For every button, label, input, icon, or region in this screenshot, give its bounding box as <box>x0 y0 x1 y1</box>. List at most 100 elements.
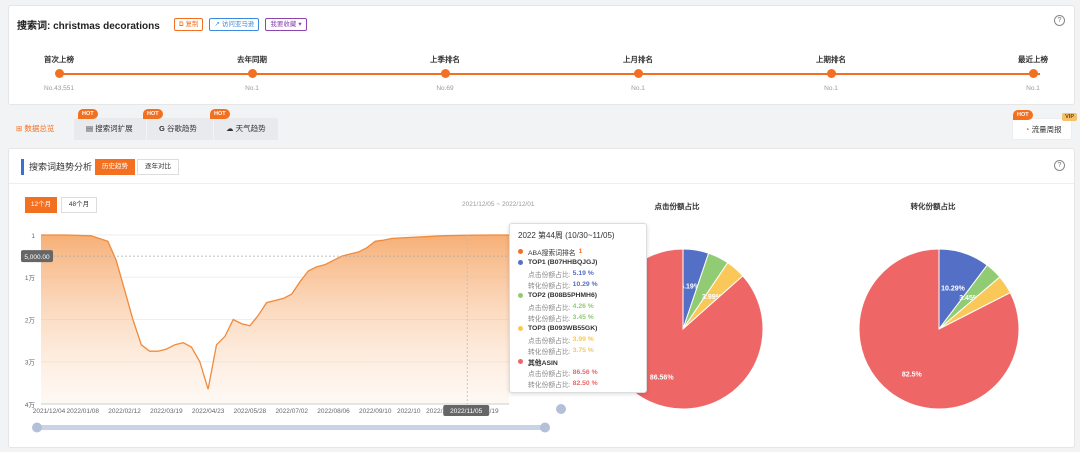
hot-badge: HOT <box>78 109 98 119</box>
y-tick-label: 1 <box>31 233 35 240</box>
legend-dot <box>518 293 523 298</box>
y-tick-label: 1万 <box>25 274 36 282</box>
history-trend-button[interactable]: 历史趋势 <box>95 159 135 175</box>
x-tick-label: 1/19 <box>486 408 499 415</box>
tooltip-conversion-share: 转化份额占比: 3.75 % <box>528 347 594 356</box>
copy-button[interactable]: ⧉ 复制 <box>173 17 204 31</box>
hot-badge: HOT <box>1013 110 1033 120</box>
timeline-dot[interactable] <box>248 69 257 78</box>
rank-area-fill <box>41 235 509 404</box>
tooltip-asin-block: 其他ASIN 点击份额占比: 86.56 % 转化份额占比: 82.50 % <box>518 356 638 389</box>
scroll-handle[interactable] <box>556 404 566 414</box>
cloud-icon: ☁ <box>226 124 234 133</box>
tab-traffic-weekly[interactable]: HOT VIP ◔ 流量周报 <box>1012 110 1077 140</box>
section-title: 搜索词趋势分析 <box>29 162 93 172</box>
help-icon[interactable]: ? <box>1054 160 1065 171</box>
timeline-dot[interactable] <box>1029 69 1038 78</box>
grid-icon: ⊞ <box>16 124 23 133</box>
y-tick-label: 2万 <box>25 316 36 324</box>
tooltip-asin-row: TOP2 (B08B5PHMH6) <box>518 290 638 301</box>
legend-dot <box>518 326 523 331</box>
timeline-dot[interactable] <box>441 69 450 78</box>
timeline-label: 上期排名 <box>816 55 846 64</box>
rank-line <box>41 234 509 390</box>
tooltip-conversion-share: 转化份额占比: 82.50 % <box>528 380 598 389</box>
legend-dot <box>518 249 523 254</box>
search-term-title: 搜索词: christmas decorations <box>17 20 160 32</box>
timeline-label: 上季排名 <box>430 55 460 64</box>
x-tick-label: 2022/09/10 <box>359 408 392 415</box>
tooltip-asin-block: TOP2 (B08B5PHMH6) 点击份额占比: 4.26 % 转化份额占比: 3.4… <box>518 290 638 323</box>
tab-data-overview[interactable]: ⊞ 数据总览 <box>16 124 55 133</box>
y-tick-label: 3万 <box>25 359 36 367</box>
range-12m-button[interactable]: 12个月 <box>25 197 57 213</box>
search-header: 搜索词: christmas decorations ⧉ 复制 ↗ 访问亚马逊 … <box>17 16 307 32</box>
x-hover-badge-text: 2022/11/05 <box>450 408 482 415</box>
chart-tooltip: 2022 第44周 (10/30~11/05) ABA搜索词排名 1 TOP1 … <box>509 223 647 393</box>
tab-keyword-expand[interactable]: HOT ▤ 搜索词扩展 <box>74 109 146 140</box>
click-share-label: 5.19% <box>680 284 701 291</box>
timeline-value: No.1 <box>1026 85 1040 92</box>
timeline-label: 最近上榜 <box>1018 55 1048 64</box>
range-48m-button[interactable]: 48个月 <box>61 197 97 213</box>
tooltip-conversion-share: 转化份额占比: 3.45 % <box>528 314 594 323</box>
timeline-dot[interactable] <box>55 69 64 78</box>
zoom-slider-handle-left[interactable] <box>32 422 42 433</box>
help-icon[interactable]: ? <box>1054 15 1065 26</box>
x-tick-label: 2022/07/02 <box>275 408 308 415</box>
vip-badge: VIP <box>1062 113 1077 121</box>
section-accent-bar <box>21 159 24 175</box>
timeline-dot[interactable] <box>634 69 643 78</box>
tooltip-click-share: 点击份额占比: 5.19 % <box>528 270 594 279</box>
timeline-value: No.69 <box>436 85 454 92</box>
tooltip-asin-row: TOP1 (B07HHBQJGJ) <box>518 257 638 268</box>
conversion-share-label: 82.5% <box>902 371 923 378</box>
y-tick-label: 4万 <box>25 401 36 409</box>
tooltip-asin-row: 其他ASIN <box>518 356 638 367</box>
timeline-value: No.43,551 <box>44 85 74 92</box>
trend-analysis-card: 搜索词趋势分析 历史趋势 逐年对比 ? 12个月 48个月 2021/12/05… <box>8 148 1075 448</box>
timeline-label: 上月排名 <box>623 55 653 64</box>
x-tick-label: 2022/11/05 <box>426 408 458 415</box>
visit-amazon-button[interactable]: ↗ 访问亚马逊 <box>209 17 260 31</box>
x-tick-label: 2022/03/19 <box>150 408 183 415</box>
x-tick-label: 2022/04/23 <box>192 408 225 415</box>
yearly-compare-button[interactable]: 逐年对比 <box>137 159 179 175</box>
tab-google-trends[interactable]: HOT G 谷歌趋势 <box>143 109 213 140</box>
conversion-share-slice[interactable] <box>858 248 1020 410</box>
zoom-slider-handle-right[interactable] <box>540 422 550 433</box>
legend-dot <box>518 260 523 265</box>
zoom-slider-track <box>35 425 547 430</box>
tooltip-conversion-share: 转化份额占比: 10.29 % <box>528 281 598 290</box>
conversion-share-title: 转化份额占比 <box>910 202 956 211</box>
divider <box>9 183 1074 184</box>
tooltip-click-share: 点击份额占比: 4.26 % <box>528 303 594 312</box>
tooltip-asin-row: TOP3 (B093WB55GK) <box>518 323 638 334</box>
conversion-share-label: 3.45% <box>959 295 980 302</box>
timeline-dot[interactable] <box>827 69 836 78</box>
timeline-value: No.1 <box>631 85 645 92</box>
x-tick-label: 2022/02/12 <box>108 408 141 415</box>
hover-value-badge <box>21 250 53 263</box>
x-tick-label: 2022/08/06 <box>317 408 350 415</box>
x-tick-label: 2022/05/28 <box>234 408 267 415</box>
tab-weather-trends[interactable]: HOT ☁ 天气趋势 <box>210 109 278 140</box>
tooltip-header: 2022 第44周 (10/30~11/05) <box>518 231 615 240</box>
conversion-share-pie[interactable]: 10.29% 3.45% 82.5% <box>849 239 1029 414</box>
x-tick-label: 2021/12/04 <box>33 408 66 415</box>
tooltip-click-share: 点击份额占比: 86.56 % <box>528 369 598 378</box>
tooltip-asin-block: TOP3 (B093WB55GK) 点击份额占比: 3.99 % 转化份额占比: 3.7… <box>518 323 638 356</box>
caret-down-icon: ▾ <box>298 20 302 28</box>
search-term-card: 搜索词: christmas decorations ⧉ 复制 ↗ 访问亚马逊 … <box>8 5 1075 105</box>
click-share-label: 3.99% <box>702 294 723 301</box>
favorite-dropdown[interactable]: 我要收藏 ▾ <box>265 17 307 31</box>
x-hover-badge <box>443 405 490 416</box>
hover-value-text: 5,000.00 <box>24 254 50 261</box>
legend-dot <box>518 359 523 364</box>
ranking-timeline-line <box>59 73 1040 75</box>
timeline-label: 去年同期 <box>237 55 267 64</box>
click-share-title: 点击份额占比 <box>654 202 700 211</box>
x-tick-label: 2022/10 <box>397 408 421 415</box>
hot-badge: HOT <box>210 109 230 119</box>
